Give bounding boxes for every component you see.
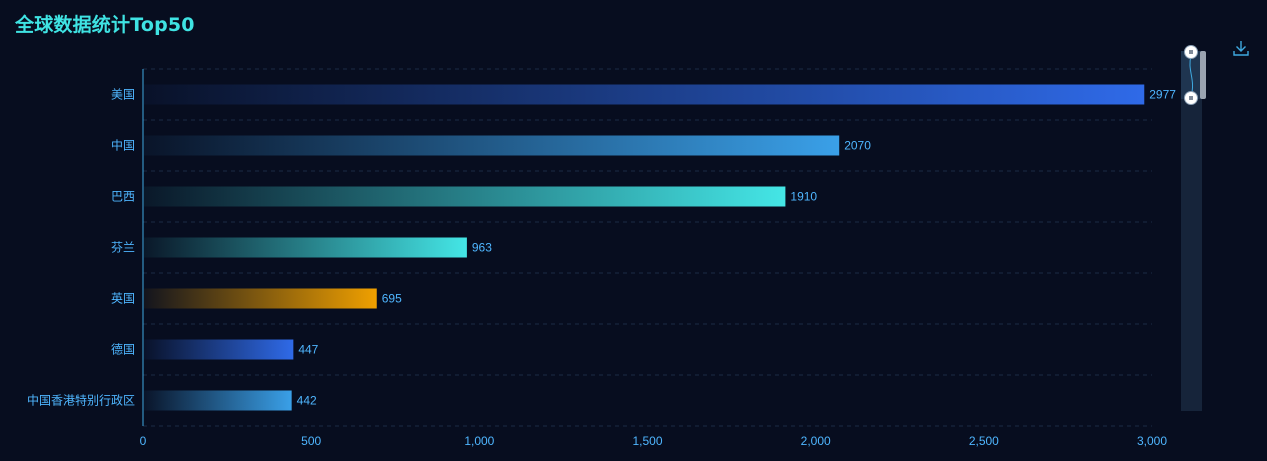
value-label: 963 [472, 241, 492, 255]
category-label: 美国 [111, 88, 135, 102]
x-tick-label: 0 [140, 434, 147, 448]
data-zoom-slider[interactable] [1181, 45, 1206, 412]
bar-2[interactable] [144, 186, 786, 207]
x-tick-label: 2,500 [969, 434, 999, 448]
x-tick-label: 1,500 [632, 434, 662, 448]
category-label: 中国 [111, 138, 135, 153]
bar-1[interactable] [144, 135, 840, 156]
category-label: 芬兰 [111, 241, 135, 255]
category-label: 德国 [111, 342, 135, 357]
zoom-track[interactable] [1181, 51, 1202, 411]
grid-lines [143, 68, 1152, 427]
x-tick-label: 3,000 [1137, 434, 1167, 448]
value-label: 2070 [844, 139, 871, 153]
zoom-handle-grip-icon [1189, 96, 1193, 100]
bar-5[interactable] [144, 339, 294, 360]
value-label: 442 [297, 394, 317, 408]
value-label: 1910 [790, 190, 817, 204]
x-tick-label: 2,000 [801, 434, 831, 448]
page-title: 全球数据统计Top50 [15, 14, 195, 36]
bar-6[interactable] [144, 390, 292, 411]
axes: 0 500 1,000 1,500 2,000 2,500 3,000 [140, 69, 1167, 448]
category-label: 英国 [111, 292, 135, 306]
value-label: 447 [298, 343, 318, 357]
download-icon[interactable] [1231, 38, 1251, 58]
zoom-handle-grip-icon [1189, 50, 1193, 54]
value-label: 2977 [1149, 88, 1176, 102]
x-tick-label: 500 [301, 434, 321, 448]
bar-0[interactable] [144, 84, 1145, 105]
category-label: 巴西 [111, 190, 135, 204]
value-labels: 2977 2070 1910 963 695 447 442 [297, 88, 1177, 408]
bars [144, 84, 1145, 411]
x-tick-label: 1,000 [464, 434, 494, 448]
bar-4[interactable] [144, 288, 377, 309]
zoom-scrollbar[interactable] [1200, 51, 1206, 99]
category-label: 中国香港特别行政区 [27, 393, 135, 408]
value-label: 695 [382, 292, 402, 306]
bar-3[interactable] [144, 237, 467, 258]
